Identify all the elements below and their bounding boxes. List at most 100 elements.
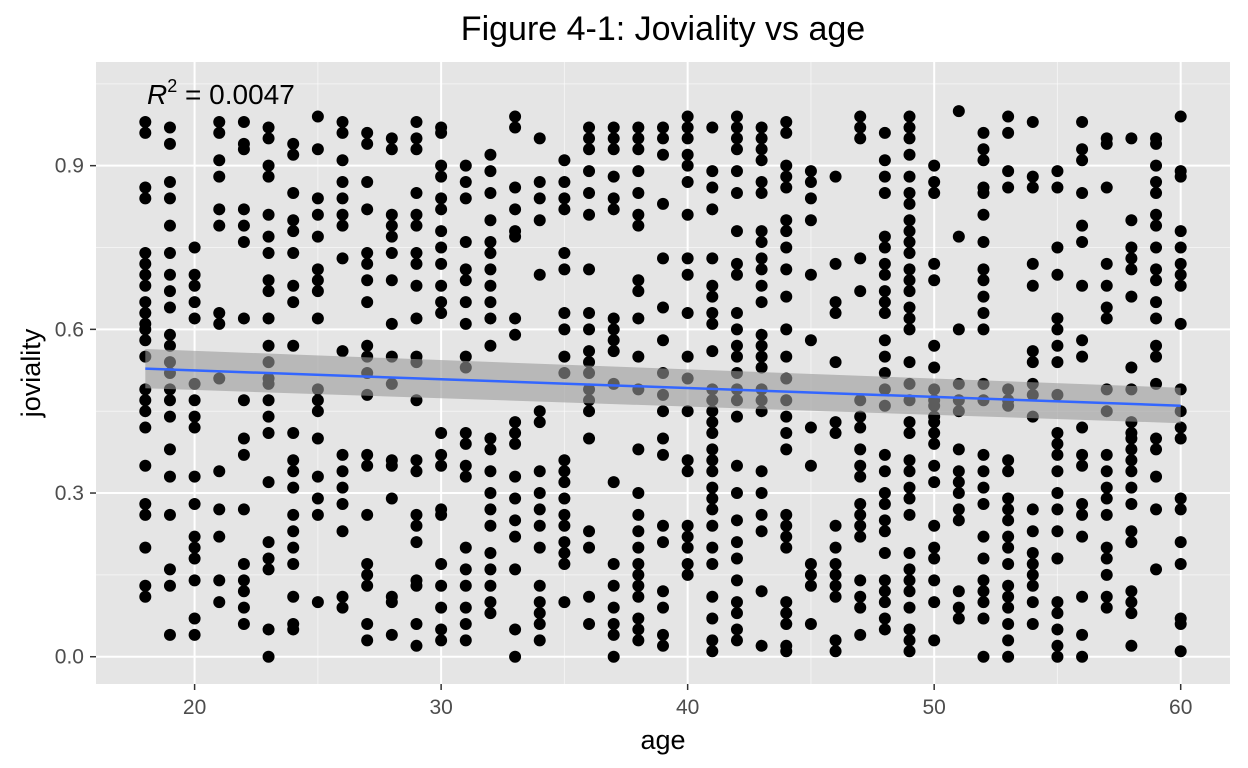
data-point [657, 197, 669, 210]
data-point [163, 328, 176, 341]
data-point [435, 225, 448, 238]
data-point [139, 497, 152, 510]
data-point [878, 448, 891, 461]
data-point [681, 454, 694, 467]
y-tick-label: 0.3 [55, 482, 84, 505]
data-point [213, 596, 226, 609]
data-point [583, 323, 596, 336]
data-point [632, 612, 645, 625]
data-point [804, 268, 817, 281]
data-point [730, 143, 743, 156]
data-point [163, 137, 176, 150]
data-point [139, 541, 152, 554]
data-point [755, 350, 768, 363]
data-point [533, 176, 546, 189]
data-point [1174, 317, 1187, 330]
data-point [1100, 181, 1113, 194]
data-point [706, 317, 719, 330]
data-point [607, 323, 620, 336]
data-point [336, 525, 349, 538]
data-point [780, 617, 793, 630]
data-point [878, 268, 891, 281]
data-point [977, 552, 990, 565]
data-point [928, 339, 941, 352]
data-point [188, 612, 201, 625]
data-point [706, 252, 719, 265]
data-point [878, 296, 891, 309]
data-point [484, 214, 497, 227]
data-point [287, 481, 300, 494]
data-point [730, 350, 743, 363]
data-point [163, 394, 176, 407]
data-point [854, 285, 867, 298]
data-point [361, 257, 374, 270]
data-point [878, 514, 891, 527]
data-point [681, 268, 694, 281]
data-point [903, 132, 916, 145]
data-point [287, 541, 300, 554]
data-point [139, 579, 152, 592]
data-point [804, 579, 817, 592]
data-point [1051, 356, 1064, 369]
data-point [1076, 279, 1089, 292]
data-point [361, 508, 374, 521]
data-point [755, 236, 768, 249]
data-point [139, 459, 152, 472]
data-point [484, 607, 497, 620]
data-point [509, 328, 522, 341]
data-point [730, 165, 743, 178]
data-point [533, 519, 546, 532]
data-point [459, 617, 472, 630]
data-point [977, 323, 990, 336]
data-point [558, 263, 571, 276]
data-point [657, 405, 669, 418]
x-tick-label: 50 [922, 696, 945, 719]
data-point [755, 328, 768, 341]
data-point [558, 492, 571, 505]
data-point [903, 465, 916, 478]
data-point [977, 274, 990, 287]
data-point [361, 448, 374, 461]
data-point [262, 552, 275, 565]
data-point [1002, 634, 1015, 647]
data-point [410, 519, 423, 532]
data-point [459, 427, 472, 440]
data-point [681, 148, 694, 161]
data-point [681, 465, 694, 478]
data-point [903, 312, 916, 325]
data-point [533, 503, 546, 516]
data-point [854, 410, 867, 423]
data-point [977, 612, 990, 625]
data-point [780, 116, 793, 129]
data-point [459, 541, 472, 554]
data-point [484, 165, 497, 178]
data-point [287, 454, 300, 467]
data-point [435, 306, 448, 319]
data-point [1002, 601, 1015, 614]
data-point [1076, 421, 1089, 434]
data-point [952, 487, 965, 500]
data-point [583, 121, 596, 134]
data-point [509, 623, 522, 636]
data-point [928, 427, 941, 440]
data-point [780, 645, 793, 658]
data-point [435, 508, 448, 521]
data-point [632, 508, 645, 521]
data-point [829, 416, 842, 429]
data-point [1150, 503, 1163, 516]
data-point [139, 334, 152, 347]
data-point [188, 296, 201, 309]
y-axis-title: joviality [16, 328, 46, 418]
data-point [928, 176, 941, 189]
data-point [237, 143, 250, 156]
data-point [1026, 503, 1039, 516]
data-point [1002, 503, 1015, 516]
data-point [730, 306, 743, 319]
data-point [435, 634, 448, 647]
data-point [484, 279, 497, 292]
data-point [903, 186, 916, 199]
data-point [903, 416, 916, 429]
data-point [435, 192, 448, 205]
data-point [237, 236, 250, 249]
data-point [681, 252, 694, 265]
